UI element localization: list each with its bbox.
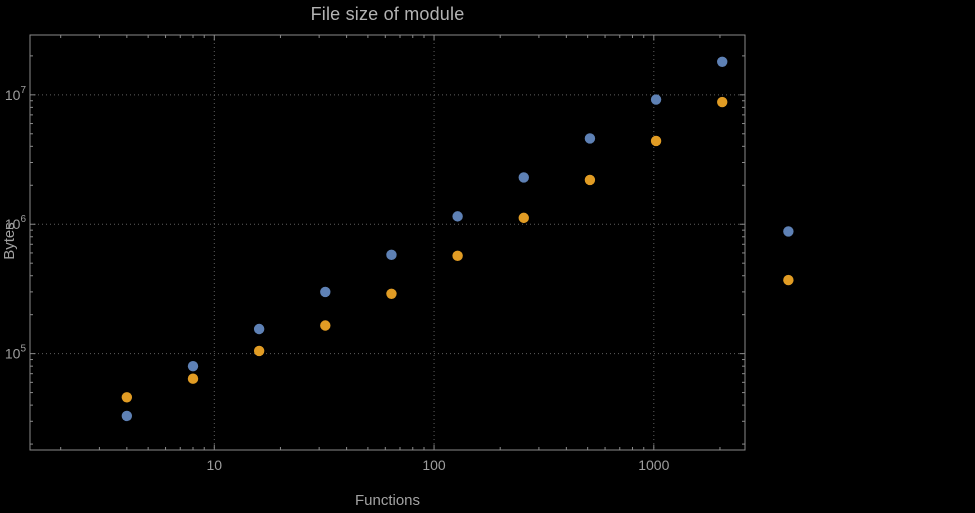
data-point-series-orange [650, 135, 662, 147]
data-point-series-orange [518, 212, 529, 224]
data-point-series-orange [187, 373, 199, 384]
y-tick-label: 107 [5, 85, 27, 103]
data-point-series-orange [783, 274, 794, 286]
data-point-series-orange [584, 174, 596, 186]
y-tick-label: 106 [5, 214, 27, 232]
data-point-series-blue [386, 249, 397, 261]
plot-frame [29, 34, 746, 451]
data-point-series-orange [253, 345, 265, 357]
data-point-series-blue [783, 226, 794, 237]
data-point-series-orange [717, 96, 728, 108]
data-point-series-blue [452, 211, 463, 222]
data-point-series-orange [386, 288, 397, 299]
x-tick-label: 10 [207, 457, 223, 473]
data-point-series-blue [121, 410, 133, 422]
y-axis-label: Bytes [1, 222, 18, 260]
data-point-series-blue [253, 323, 265, 335]
y-tick-label: 105 [5, 344, 27, 362]
x-tick-label: 100 [422, 457, 446, 473]
data-point-series-blue [717, 56, 728, 68]
data-point-series-blue [187, 360, 199, 372]
data-point-series-blue [650, 94, 662, 105]
data-point-series-blue [518, 172, 529, 183]
chart-title: File size of module [310, 4, 465, 24]
data-point-series-orange [452, 250, 463, 262]
x-axis-label: Functions [354, 492, 421, 509]
data-point-series-orange [121, 392, 133, 403]
x-tick-label: 1000 [638, 457, 669, 473]
data-point-series-blue [320, 286, 331, 298]
data-point-series-orange [320, 320, 331, 331]
data-point-series-blue [584, 133, 596, 144]
